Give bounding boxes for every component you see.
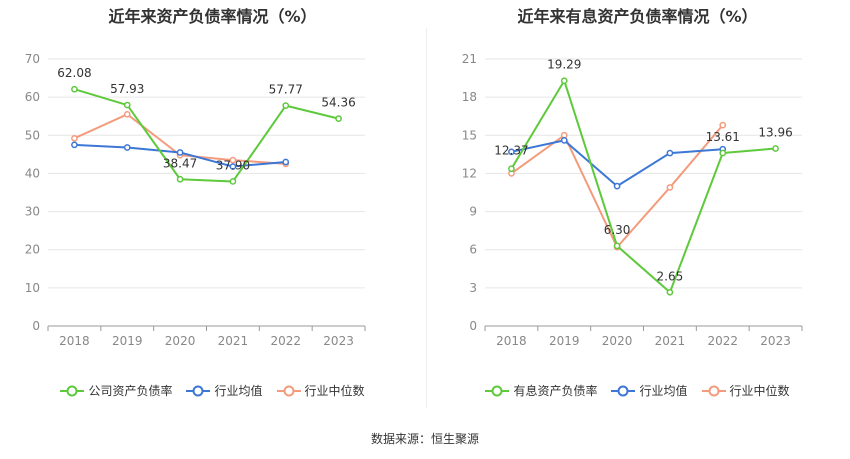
x-tick-label: 2021 — [218, 334, 249, 348]
data-label: 13.61 — [706, 130, 740, 144]
y-tick-label: 18 — [462, 90, 477, 104]
series-line — [510, 79, 776, 294]
data-point — [560, 137, 568, 144]
x-tick-label: 2022 — [707, 334, 738, 348]
data-point — [666, 149, 674, 157]
data-point — [666, 288, 674, 296]
data-label: 19.29 — [547, 58, 581, 72]
data-point — [71, 134, 78, 142]
series-line — [74, 88, 339, 183]
data-point — [719, 121, 727, 129]
x-tick-label: 2020 — [602, 334, 633, 348]
x-tick-label: 2023 — [760, 334, 791, 348]
y-tick-label: 6 — [469, 243, 477, 257]
data-point — [666, 184, 674, 191]
data-point — [560, 77, 568, 85]
y-tick-label: 12 — [462, 166, 477, 180]
data-label: 54.36 — [321, 96, 355, 110]
legend-swatch-icon — [186, 385, 211, 396]
data-label: 57.93 — [110, 82, 144, 96]
data-point — [123, 110, 131, 118]
y-tick-label: 9 — [469, 205, 477, 219]
legend-item[interactable]: 行业均值 — [186, 382, 263, 399]
x-tick-label: 2019 — [549, 334, 580, 348]
data-label: 37.90 — [216, 158, 250, 172]
legend-swatch-icon — [701, 385, 726, 396]
data-point — [123, 144, 131, 151]
data-point — [719, 149, 727, 157]
y-tick-label: 10 — [25, 281, 40, 295]
x-tick-label: 2018 — [59, 334, 90, 348]
y-tick-label: 50 — [25, 128, 40, 142]
x-tick-label: 2022 — [270, 334, 301, 348]
x-tick-label: 2021 — [655, 334, 686, 348]
y-tick-label: 15 — [462, 128, 477, 142]
legend-label: 公司资产负债率 — [88, 384, 173, 398]
data-label: 38.47 — [163, 156, 197, 170]
data-source-note: 数据来源：恒生聚源 — [370, 432, 479, 446]
chart-right-plot: 0 3 6 9 12 15 18 21 2018 2019 2020 2021 2022 2023 12.3… — [462, 52, 803, 348]
data-point — [335, 115, 342, 123]
legend-swatch-icon — [276, 385, 301, 396]
data-point — [282, 158, 290, 166]
y-tick-label: 3 — [469, 281, 477, 295]
data-point — [176, 175, 184, 183]
data-point — [772, 145, 779, 152]
chart-left-legend: 公司资产负债率 行业均值 行业中位数 — [0, 382, 425, 399]
legend-item[interactable]: 行业均值 — [611, 382, 688, 399]
legend-swatch-icon — [485, 385, 510, 396]
legend-label: 行业中位数 — [304, 384, 365, 398]
data-point — [229, 163, 237, 170]
legend-label: 行业中位数 — [729, 384, 790, 398]
legend-label: 有息资产负债率 — [513, 384, 598, 398]
data-point — [613, 242, 621, 250]
legend-swatch-icon — [60, 385, 85, 396]
chart-left: 近年来资产负债率情况（%） 0 10 20 30 40 50 60 70 2018 2019 202… — [0, 0, 425, 420]
data-label: 6.30 — [604, 223, 631, 237]
data-point — [229, 156, 237, 164]
data-point — [508, 165, 515, 173]
data-label: 13.96 — [758, 126, 792, 140]
chart-right-title: 近年来有息资产负债率情况（%） — [517, 7, 758, 26]
legend-label: 行业均值 — [214, 384, 263, 398]
data-point — [613, 182, 621, 190]
data-point — [176, 149, 184, 156]
x-tick-label: 2019 — [112, 334, 143, 348]
chart-left-title: 近年来资产负债率情况（%） — [108, 7, 317, 26]
chart-right-legend: 有息资产负债率 行业均值 行业中位数 — [425, 382, 850, 399]
panel-divider — [426, 28, 427, 408]
data-label: 12.37 — [494, 144, 528, 158]
legend-label: 行业均值 — [639, 384, 688, 398]
data-point — [508, 148, 515, 156]
x-tick-label: 2023 — [323, 334, 354, 348]
y-tick-label: 20 — [25, 243, 40, 257]
data-point — [71, 85, 78, 93]
y-tick-label: 0 — [32, 319, 40, 333]
legend-item[interactable]: 行业中位数 — [701, 382, 790, 399]
y-tick-label: 0 — [469, 319, 477, 333]
x-tick-label: 2020 — [165, 334, 196, 348]
chart-left-plot: 0 10 20 30 40 50 60 70 2018 2019 2020 2021 2022 2023 6… — [25, 52, 366, 348]
legend-item[interactable]: 有息资产负债率 — [485, 382, 597, 399]
y-tick-label: 40 — [25, 166, 40, 180]
data-label: 62.08 — [57, 66, 91, 80]
legend-item[interactable]: 公司资产负债率 — [60, 382, 172, 399]
legend-item[interactable]: 行业中位数 — [276, 382, 365, 399]
data-point — [123, 101, 131, 109]
data-point — [282, 102, 290, 109]
chart-right: 近年来有息资产负债率情况（%） 0 3 6 9 12 15 18 21 2018 2019 2020… — [425, 0, 850, 420]
y-tick-label: 21 — [462, 52, 477, 66]
y-tick-label: 70 — [25, 52, 40, 66]
data-label: 2.65 — [657, 269, 684, 283]
x-tick-label: 2018 — [496, 334, 527, 348]
data-label: 57.77 — [269, 83, 303, 97]
y-tick-label: 30 — [25, 205, 40, 219]
data-point — [71, 141, 78, 149]
y-tick-label: 60 — [25, 90, 40, 104]
legend-swatch-icon — [611, 385, 636, 396]
data-point — [229, 178, 237, 185]
